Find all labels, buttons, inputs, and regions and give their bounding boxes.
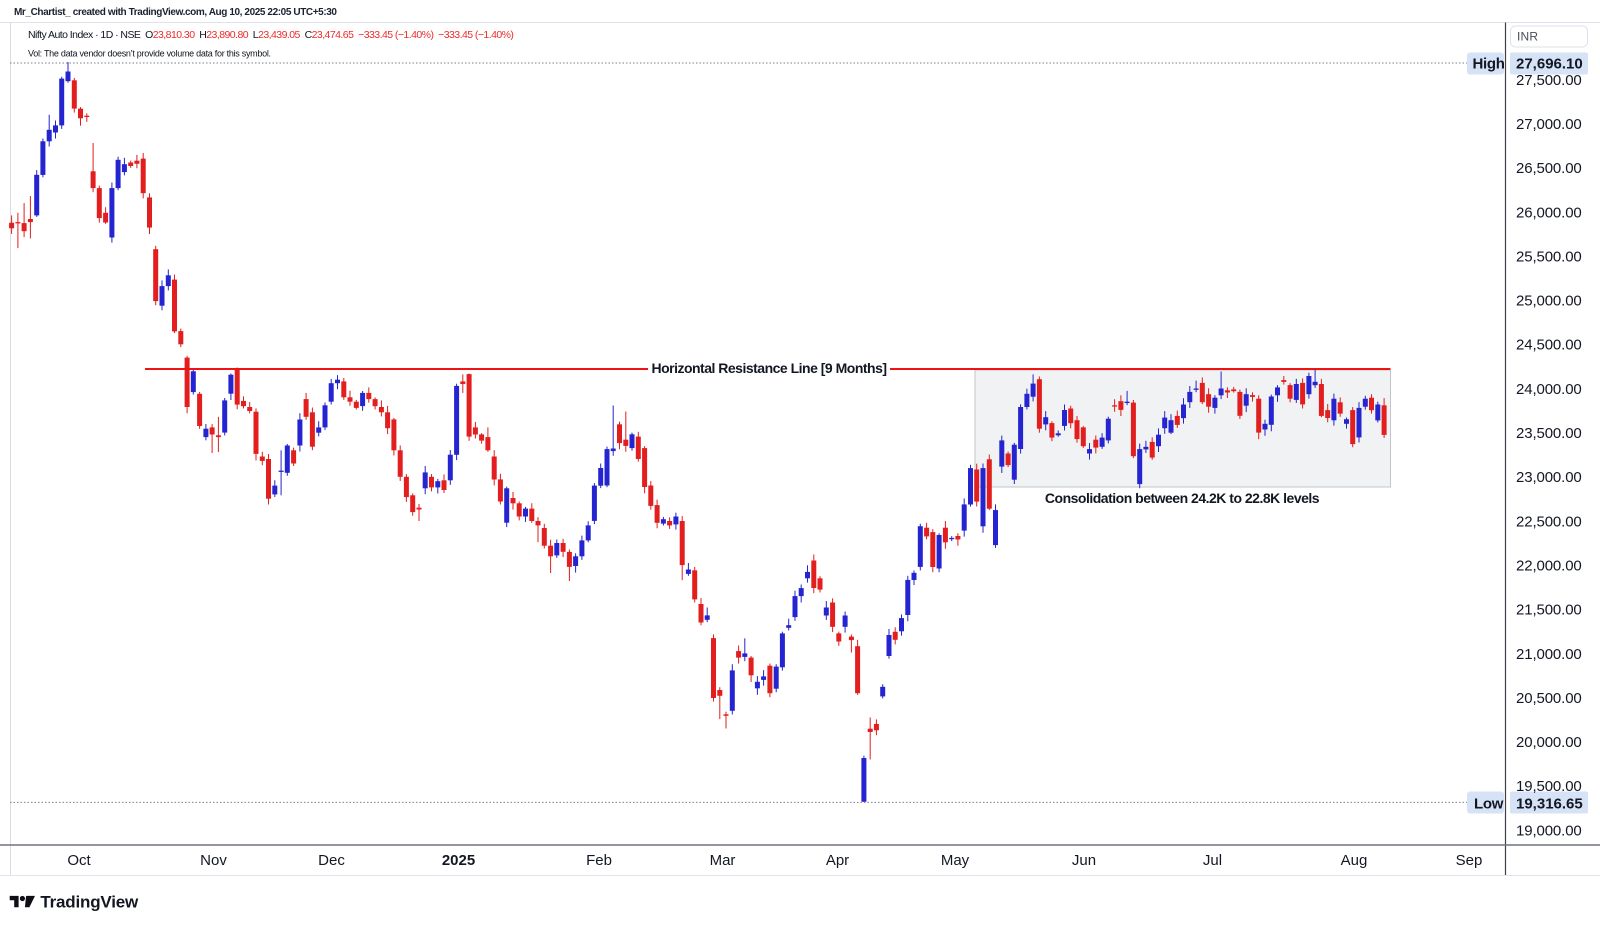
svg-text:TradingView: TradingView: [40, 893, 139, 912]
svg-text:27,000.00: 27,000.00: [1516, 116, 1582, 133]
svg-text:24,500.00: 24,500.00: [1516, 337, 1582, 354]
svg-text:2025: 2025: [442, 852, 475, 869]
svg-text:27,500.00: 27,500.00: [1516, 72, 1582, 89]
svg-text:23,500.00: 23,500.00: [1516, 425, 1582, 442]
svg-text:22,500.00: 22,500.00: [1516, 513, 1582, 530]
svg-text:19,316.65: 19,316.65: [1516, 795, 1583, 812]
svg-text:INR: INR: [1517, 30, 1538, 44]
svg-text:Sep: Sep: [1456, 852, 1483, 869]
svg-text:23,000.00: 23,000.00: [1516, 469, 1582, 486]
svg-text:19,000.00: 19,000.00: [1516, 822, 1582, 839]
svg-text:Horizontal Resistance Line [9: Horizontal Resistance Line [9 Months]: [651, 360, 886, 376]
svg-text:22,000.00: 22,000.00: [1516, 558, 1582, 575]
svg-text:25,000.00: 25,000.00: [1516, 293, 1582, 310]
svg-text:26,000.00: 26,000.00: [1516, 204, 1582, 221]
svg-text:Vol: The data vendor doesn’t p: Vol: The data vendor doesn’t provide vol…: [28, 49, 271, 59]
svg-text:20,500.00: 20,500.00: [1516, 690, 1582, 707]
svg-text:Nov: Nov: [200, 852, 227, 869]
svg-text:Jul: Jul: [1203, 852, 1222, 869]
svg-text:Low: Low: [1474, 795, 1504, 812]
svg-text:Dec: Dec: [318, 852, 345, 869]
svg-text:May: May: [941, 852, 970, 869]
svg-text:27,696.10: 27,696.10: [1516, 55, 1583, 72]
svg-text:21,000.00: 21,000.00: [1516, 646, 1582, 663]
svg-text:Apr: Apr: [826, 852, 849, 869]
svg-text:26,500.00: 26,500.00: [1516, 160, 1582, 177]
svg-text:19,500.00: 19,500.00: [1516, 778, 1582, 795]
svg-text:24,000.00: 24,000.00: [1516, 381, 1582, 398]
svg-text:Oct: Oct: [67, 852, 91, 869]
svg-text:20,000.00: 20,000.00: [1516, 734, 1582, 751]
svg-text:Nifty Auto Index · 1D · NSE O: Nifty Auto Index · 1D · NSE O23,810.30 H…: [28, 29, 513, 41]
svg-text:Mar: Mar: [710, 852, 736, 869]
svg-text:Jun: Jun: [1072, 852, 1096, 869]
svg-text:Mr_Chartist_ created with Trad: Mr_Chartist_ created with TradingView.co…: [14, 7, 337, 18]
svg-text:Consolidation between 24.2K to: Consolidation between 24.2K to 22.8K lev…: [1045, 490, 1320, 506]
svg-text:Feb: Feb: [586, 852, 612, 869]
svg-text:Aug: Aug: [1341, 852, 1368, 869]
svg-text:21,500.00: 21,500.00: [1516, 602, 1582, 619]
svg-text:25,500.00: 25,500.00: [1516, 248, 1582, 265]
svg-text:High: High: [1473, 55, 1505, 72]
